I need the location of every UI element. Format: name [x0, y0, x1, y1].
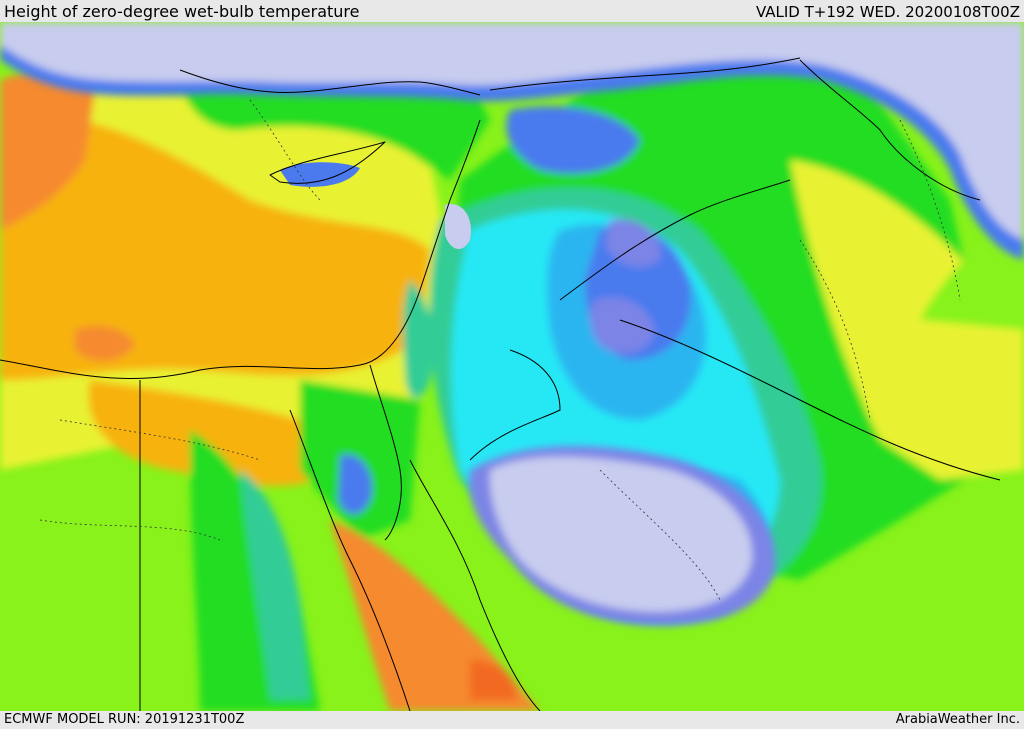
coast-med-south	[0, 119, 481, 380]
coast-turkey	[179, 69, 481, 96]
field-red-orange	[470, 660, 516, 700]
header-bar: Height of zero-degree wet-bulb temperatu…	[0, 0, 1024, 22]
lebanon-blob	[445, 204, 471, 250]
footer-bar: ECMWF MODEL RUN: 20191231T00Z ArabiaWeat…	[0, 711, 1024, 729]
field-teal-ribbon	[403, 280, 434, 399]
saudi-iraq-border	[619, 319, 1001, 481]
iraq-syria-border	[559, 179, 791, 301]
coast-redsea-east	[409, 459, 541, 712]
northern-lavender	[0, 22, 1024, 260]
coast-redsea-west	[289, 409, 411, 712]
iran-border	[799, 59, 981, 201]
model-run-label: ECMWF MODEL RUN: 20191231T00Z	[4, 712, 245, 727]
field-amber-egypt	[88, 380, 330, 486]
internal-borders	[39, 99, 961, 601]
saudi-lavender	[469, 446, 776, 625]
field-blue-sinai	[338, 454, 373, 515]
field-orange-mid	[75, 325, 135, 361]
sinai-coast	[369, 364, 402, 541]
field-amber-med	[0, 115, 430, 381]
field-violet-core2	[605, 219, 661, 268]
credit-label: ArabiaWeather Inc.	[895, 712, 1020, 727]
jordan-border	[469, 349, 561, 461]
borders	[0, 57, 1001, 712]
field-blue-north	[506, 106, 640, 174]
cyprus-blob	[280, 162, 360, 187]
field-violet-core	[590, 296, 655, 354]
map-title: Height of zero-degree wet-bulb temperatu…	[4, 2, 360, 21]
field-yellow-iran	[790, 160, 1024, 480]
field-teal-south	[240, 470, 310, 700]
field-orange-west	[0, 71, 95, 230]
valid-time-label: VALID T+192 WED. 20200108T00Z	[755, 3, 1020, 21]
coast-cyprus	[269, 141, 386, 184]
iraq-border-north	[489, 57, 801, 91]
